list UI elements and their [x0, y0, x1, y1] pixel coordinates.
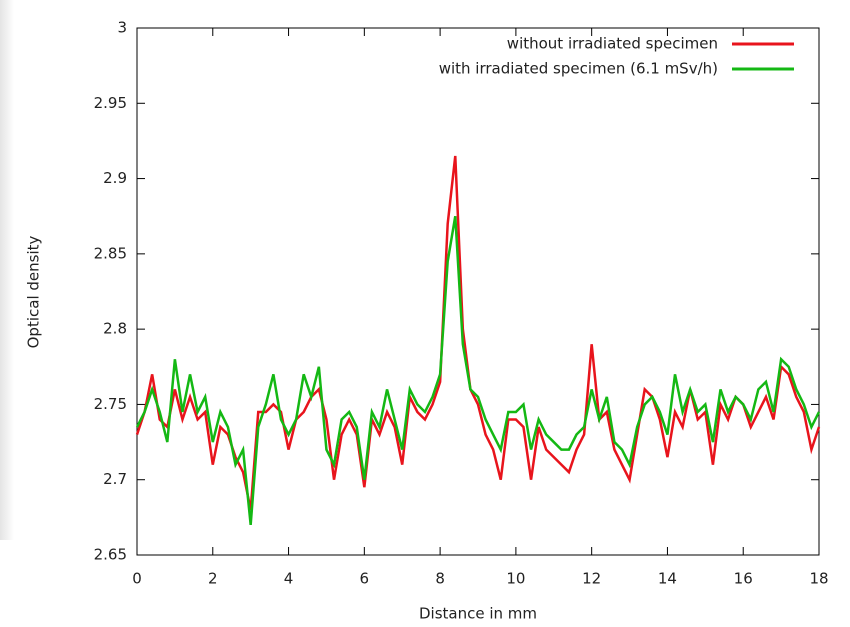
- x-tick-label: 16: [734, 570, 753, 588]
- legend-label: with irradiated specimen (6.1 mSv/h): [439, 60, 718, 78]
- x-tick-label: 2: [208, 570, 218, 588]
- y-tick-label: 2.7: [103, 470, 127, 488]
- y-tick-label: 2.8: [103, 320, 127, 338]
- y-tick-label: 2.95: [94, 94, 127, 112]
- y-tick-label: 2.75: [94, 395, 127, 413]
- y-tick-label: 2.85: [94, 244, 127, 262]
- x-tick-label: 8: [435, 570, 445, 588]
- y-tick-label: 2.9: [103, 169, 127, 187]
- x-tick-label: 18: [809, 570, 828, 588]
- x-tick-label: 4: [284, 570, 294, 588]
- y-tick-label: 3: [117, 19, 127, 37]
- x-tick-label: 6: [360, 570, 370, 588]
- x-tick-label: 10: [506, 570, 525, 588]
- side-shade: [0, 0, 14, 540]
- y-axis-label: Optical density: [25, 236, 43, 349]
- x-tick-label: 12: [582, 570, 601, 588]
- y-tick-label: 2.65: [94, 546, 127, 564]
- plot-frame: [136, 27, 820, 556]
- x-tick-label: 14: [658, 570, 677, 588]
- data-line: [135, 216, 821, 526]
- x-axis-label: Distance in mm: [419, 605, 537, 623]
- x-tick-label: 0: [132, 570, 142, 588]
- legend-label: without irradiated specimen: [507, 35, 718, 53]
